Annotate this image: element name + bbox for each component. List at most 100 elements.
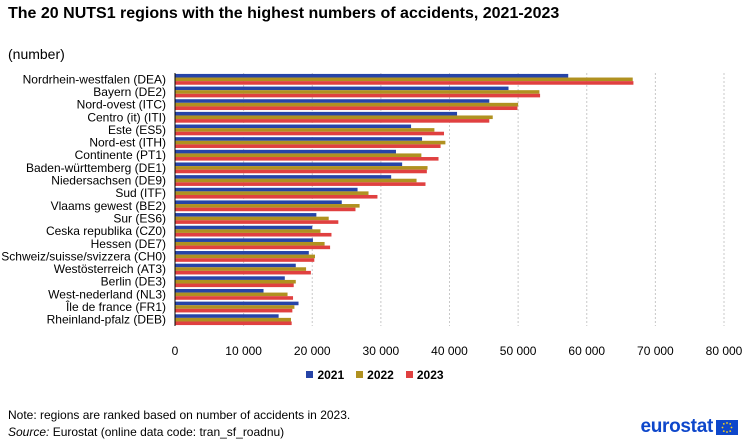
source-line: Source: Eurostat (online data code: tran…	[8, 425, 284, 439]
legend-item: 2023	[405, 368, 444, 382]
source-prefix: Source:	[8, 425, 50, 439]
bar-2021	[175, 263, 296, 268]
bar-2022	[175, 305, 295, 309]
category-label: Baden-württemberg (DE1)	[26, 161, 166, 175]
category-label: Niedersachsen (DE9)	[51, 174, 166, 188]
bar-2022	[175, 128, 435, 132]
bar-2022	[175, 216, 329, 221]
eu-flag-icon	[716, 419, 738, 435]
bar-2021	[175, 99, 490, 103]
bar-2022	[175, 292, 288, 297]
bar-2023	[175, 194, 378, 199]
bar-2021	[175, 238, 313, 242]
category-label: Westösterreich (AT3)	[54, 262, 166, 276]
bar-2022	[175, 229, 321, 233]
bar-2021	[175, 251, 309, 255]
bar-2021	[175, 288, 264, 293]
chart-subtitle: (number)	[8, 46, 65, 62]
legend-swatch	[306, 371, 314, 378]
chart-title: The 20 NUTS1 regions with the highest nu…	[8, 5, 560, 22]
bar-2021	[175, 137, 423, 141]
bar-2022	[175, 77, 633, 82]
bar-2021	[175, 175, 392, 179]
legend-item: 2021	[306, 368, 344, 382]
category-label: Bayern (DE2)	[93, 85, 166, 99]
bar-2023	[175, 131, 445, 136]
legend-swatch	[405, 371, 413, 378]
bar-2022	[175, 204, 360, 208]
category-label: Ceska republika (CZ0)	[46, 224, 166, 238]
x-tick-label: 0	[172, 344, 179, 358]
bar-2023	[175, 93, 541, 98]
bar-2023	[175, 106, 518, 111]
bar-2023	[175, 232, 332, 237]
source-text: Eurostat (online data code: tran_sf_road…	[49, 425, 285, 439]
category-label: Centro (it) (ITI)	[87, 110, 166, 124]
bar-2023	[175, 245, 331, 250]
category-label: Sud (ITF)	[115, 186, 166, 200]
category-label: Este (ES5)	[108, 123, 166, 137]
category-label: Rheinland-pfalz (DEB)	[47, 313, 166, 327]
bar-2023	[175, 144, 441, 148]
bar-chart: Nordrhein-westfalen (DEA)Bayern (DE2) Nor…	[1, 72, 743, 358]
grid-lines	[243, 73, 725, 326]
bar-2023	[175, 258, 315, 262]
category-label: Schweiz/suisse/svizzera (CH0)	[1, 249, 166, 263]
legend: 2021 2022 2023	[0, 368, 750, 382]
bar-2022	[175, 153, 422, 158]
bar-2021	[175, 149, 396, 154]
logo-text: eurostat	[640, 416, 713, 437]
category-label: Nordrhein-westfalen (DEA)	[23, 72, 166, 86]
x-tick-label: 10 000	[225, 344, 262, 358]
bar-2021	[175, 200, 342, 205]
bar-2021	[175, 162, 403, 167]
bar-2023	[175, 207, 356, 212]
bar-2022	[175, 140, 446, 145]
category-label: Berlin (DE3)	[101, 275, 166, 289]
bar-2023	[175, 169, 427, 174]
x-tick-label: 40 000	[431, 344, 468, 358]
bar-2022	[175, 178, 417, 183]
bar-2022	[175, 317, 291, 322]
legend-item: 2022	[356, 368, 394, 382]
category-label: Continente (PT1)	[75, 148, 166, 162]
category-label: West-nederland (NL3)	[48, 287, 166, 301]
bar-2023	[175, 308, 293, 313]
bar-2022	[175, 102, 519, 107]
bar-2021	[175, 86, 509, 91]
bar-2023	[175, 119, 490, 123]
bar-2022	[175, 115, 493, 120]
bars	[175, 73, 634, 326]
legend-label: 2022	[367, 368, 394, 382]
bar-2023	[175, 296, 294, 300]
bar-2023	[175, 321, 292, 326]
category-label: Vlaams gewest (BE2)	[51, 199, 166, 213]
bar-2023	[175, 182, 426, 186]
bar-2021	[175, 73, 569, 78]
category-labels: Nordrhein-westfalen (DEA)Bayern (DE2) Nor…	[1, 72, 166, 326]
bar-2021	[175, 187, 358, 192]
footnote: Note: regions are ranked based on number…	[8, 408, 351, 422]
bar-2022	[175, 279, 296, 284]
bar-2022	[175, 267, 307, 271]
bar-2021	[175, 111, 458, 116]
bar-2021	[175, 276, 285, 280]
bar-2023	[175, 270, 311, 275]
bar-2022	[175, 166, 428, 170]
bar-2022	[175, 90, 540, 94]
bar-2021	[175, 124, 412, 129]
bar-2022	[175, 191, 369, 195]
legend-label: 2023	[416, 368, 444, 382]
x-tick-label: 60 000	[568, 344, 605, 358]
category-label: Nord-est (ITH)	[89, 136, 166, 150]
bar-2023	[175, 81, 634, 85]
bar-2022	[175, 241, 325, 246]
legend-swatch	[356, 371, 364, 378]
bar-2021	[175, 225, 313, 230]
bar-2021	[175, 213, 317, 217]
eurostat-logo: eurostat	[640, 416, 738, 438]
category-label: Sur (ES6)	[113, 211, 166, 225]
bar-2022	[175, 254, 315, 259]
bar-2023	[175, 220, 339, 224]
x-tick-label: 80 000	[706, 344, 743, 358]
